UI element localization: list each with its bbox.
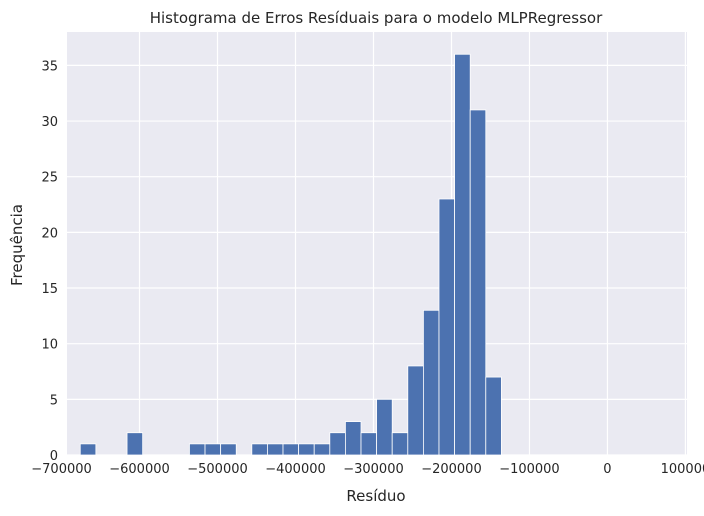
histogram-bar: [360, 432, 378, 456]
y-tick-label: 35: [41, 59, 58, 74]
histogram-bar: [204, 443, 222, 456]
histogram-bar: [423, 309, 440, 456]
y-axis-label: Frequência: [8, 204, 26, 286]
x-tick-label: −400000: [265, 462, 326, 477]
histogram-bar: [298, 443, 315, 456]
histogram-bar: [438, 198, 455, 456]
chart-title: Histograma de Erros Resíduais para o mod…: [150, 9, 603, 27]
histogram-bar: [220, 443, 237, 456]
x-tick-label: −300000: [343, 462, 404, 477]
histogram-bar: [267, 443, 284, 456]
x-tick-label: −100000: [499, 462, 560, 477]
histogram-bar: [469, 109, 487, 456]
histogram-bar: [282, 443, 300, 456]
y-tick-label: 20: [41, 226, 58, 241]
x-tick-label: 100000: [661, 462, 704, 477]
histogram-bar: [391, 432, 409, 456]
histogram-bar: [189, 443, 206, 456]
histogram-bar: [345, 421, 362, 456]
x-tick-label: 0: [603, 462, 611, 477]
histogram-bar: [313, 443, 331, 456]
y-tick-label: 0: [50, 449, 58, 464]
x-axis-label: Resíduo: [346, 487, 405, 505]
x-tick-label: −600000: [109, 462, 170, 477]
y-tick-label: 15: [41, 282, 58, 297]
plot-area: [67, 32, 687, 455]
y-tick-label: 10: [41, 338, 58, 353]
histogram-bar: [79, 443, 97, 456]
y-axis-ticks: 0 5 10 15 20 25 30 35: [41, 59, 58, 464]
x-tick-label: −200000: [421, 462, 482, 477]
histogram-bar: [454, 53, 471, 456]
y-tick-label: 25: [41, 171, 58, 186]
x-axis-ticks: −700000 −600000 −500000 −400000 −300000 −2000…: [31, 462, 704, 477]
histogram-bar: [251, 443, 268, 456]
histogram-bar: [126, 432, 144, 456]
y-tick-label: 30: [41, 115, 58, 130]
histogram-bar: [376, 398, 393, 456]
x-tick-label: −700000: [31, 462, 92, 477]
histogram-bar: [407, 365, 424, 456]
bars: [79, 53, 502, 456]
histogram-bar: [329, 432, 346, 456]
y-tick-label: 5: [50, 393, 58, 408]
histogram-bar: [485, 376, 502, 456]
x-tick-label: −500000: [187, 462, 248, 477]
